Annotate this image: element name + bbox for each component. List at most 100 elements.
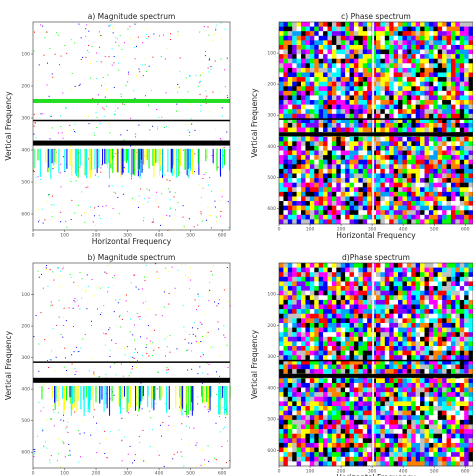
phase-cell bbox=[402, 323, 407, 328]
phase-cell bbox=[292, 300, 297, 305]
phase-cell bbox=[376, 383, 381, 388]
phase-cell bbox=[469, 281, 473, 286]
image-panel bbox=[33, 22, 230, 231]
phase-cell bbox=[314, 383, 319, 388]
phase-cell bbox=[332, 178, 337, 183]
phase-cell bbox=[314, 137, 319, 142]
phase-cell bbox=[385, 219, 390, 224]
phase-cell bbox=[411, 141, 416, 146]
phase-cell bbox=[288, 332, 293, 337]
phase-cell bbox=[438, 31, 443, 36]
phase-cell bbox=[323, 277, 328, 282]
phase-cell bbox=[336, 155, 341, 160]
phase-cell bbox=[297, 277, 302, 282]
phase-cell bbox=[398, 369, 403, 374]
phase-cell bbox=[438, 411, 443, 416]
noise-dot bbox=[79, 309, 80, 310]
phase-cell bbox=[429, 401, 434, 406]
phase-cell bbox=[385, 406, 390, 411]
phase-cell bbox=[469, 210, 473, 215]
phase-cell bbox=[336, 95, 341, 100]
phase-cell bbox=[288, 146, 293, 151]
phase-cell bbox=[380, 351, 385, 356]
phase-cell bbox=[354, 268, 359, 273]
phase-cell bbox=[460, 201, 465, 206]
phase-cell bbox=[451, 420, 456, 425]
phase-cell bbox=[451, 383, 456, 388]
phase-cell bbox=[328, 383, 333, 388]
stripe bbox=[71, 386, 72, 397]
phase-cell bbox=[455, 286, 460, 291]
phase-cell bbox=[323, 169, 328, 174]
phase-cell bbox=[420, 309, 425, 314]
x-tick-label: 400 bbox=[399, 227, 408, 233]
phase-cell bbox=[380, 438, 385, 443]
noise-dot bbox=[128, 72, 129, 73]
noise-dot bbox=[192, 327, 193, 328]
phase-cell bbox=[425, 277, 430, 282]
noise-dot bbox=[56, 357, 57, 358]
noise-dot bbox=[181, 456, 182, 457]
phase-cell bbox=[292, 263, 297, 268]
phase-cell bbox=[411, 332, 416, 337]
stripe bbox=[162, 149, 163, 175]
phase-cell bbox=[447, 206, 452, 211]
noise-dot bbox=[59, 64, 60, 65]
phase-cell bbox=[407, 59, 412, 64]
phase-cell bbox=[438, 406, 443, 411]
phase-cell bbox=[354, 174, 359, 179]
phase-cell bbox=[429, 183, 434, 188]
phase-cell bbox=[310, 388, 315, 393]
phase-cell bbox=[451, 91, 456, 96]
phase-cell bbox=[451, 346, 456, 351]
phase-cell bbox=[301, 388, 306, 393]
phase-cell bbox=[292, 323, 297, 328]
phase-cell bbox=[469, 337, 473, 342]
x-tick-label: 300 bbox=[368, 227, 377, 233]
noise-dot bbox=[95, 175, 96, 176]
noise-dot bbox=[223, 428, 224, 429]
phase-cell bbox=[389, 346, 394, 351]
phase-cell bbox=[425, 174, 430, 179]
noise-dot bbox=[59, 347, 60, 348]
phase-cell bbox=[323, 434, 328, 439]
phase-cell bbox=[451, 215, 456, 220]
phase-cell bbox=[288, 45, 293, 50]
phase-cell bbox=[297, 406, 302, 411]
panel-title: b) Magnitude spectrum bbox=[88, 253, 176, 262]
phase-cell bbox=[328, 309, 333, 314]
noise-dot bbox=[64, 171, 65, 172]
phase-cell bbox=[394, 164, 399, 169]
phase-cell bbox=[376, 86, 381, 91]
noise-dot bbox=[219, 383, 220, 384]
phase-cell bbox=[314, 27, 319, 32]
noise-dot bbox=[35, 177, 36, 178]
phase-cell bbox=[376, 187, 381, 192]
phase-cell bbox=[332, 341, 337, 346]
phase-cell bbox=[464, 59, 469, 64]
stripe bbox=[105, 386, 106, 404]
phase-cell bbox=[442, 100, 447, 105]
noise-dot bbox=[73, 282, 74, 283]
phase-cell bbox=[292, 137, 297, 142]
noise-dot bbox=[146, 353, 147, 354]
phase-cell bbox=[301, 45, 306, 50]
phase-cell bbox=[394, 323, 399, 328]
phase-cell bbox=[464, 337, 469, 342]
phase-cell bbox=[385, 397, 390, 402]
phase-cell bbox=[420, 210, 425, 215]
noise-dot bbox=[146, 338, 147, 339]
noise-dot bbox=[138, 125, 139, 126]
phase-cell bbox=[398, 40, 403, 45]
phase-cell bbox=[442, 201, 447, 206]
phase-cell bbox=[328, 388, 333, 393]
phase-cell bbox=[398, 309, 403, 314]
phase-cell bbox=[411, 314, 416, 319]
phase-cell bbox=[350, 40, 355, 45]
noise-dot bbox=[63, 317, 64, 318]
phase-cell bbox=[464, 151, 469, 156]
phase-cell bbox=[332, 22, 337, 27]
phase-cell bbox=[380, 114, 385, 119]
phase-cell bbox=[380, 174, 385, 179]
